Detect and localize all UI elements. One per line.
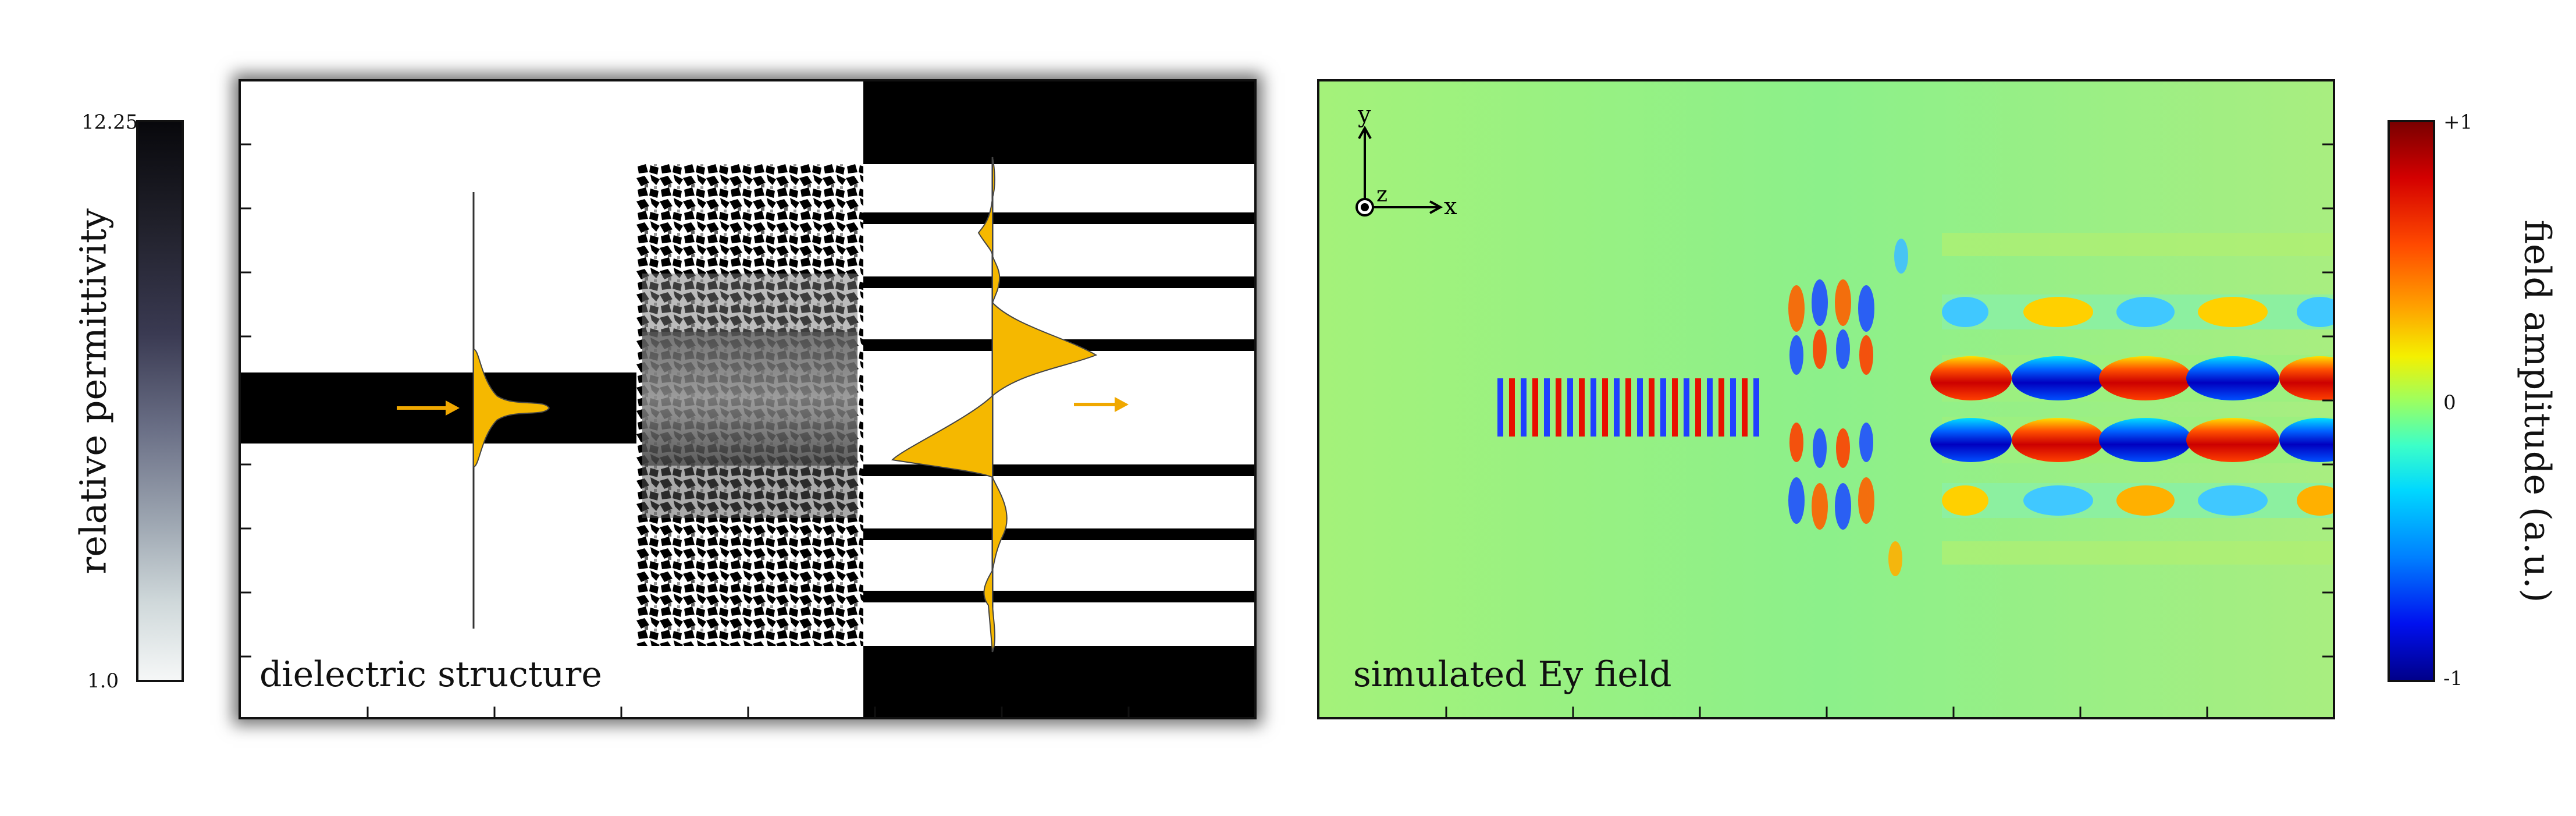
axis-z-label: z [1376, 183, 1387, 207]
output-mode-lobes [1930, 233, 2333, 565]
field-max-label: +1 [2443, 111, 2473, 134]
upper-cladding [863, 81, 1254, 164]
field-mid-label: 0 [2443, 391, 2456, 414]
output-waveguide-array [863, 212, 1254, 602]
permittivity-colorbar [136, 120, 184, 682]
permittivity-max-label: 12.25 [81, 111, 138, 134]
simulated-field-plot: y x z [1319, 81, 2333, 717]
axis-x-label: x [1444, 193, 1457, 220]
field-amplitude-colorbar [2388, 120, 2435, 682]
field-min-label: -1 [2443, 667, 2463, 690]
field-frame-ticks [1445, 143, 2333, 717]
design-region-field [1788, 239, 1908, 576]
input-arrow-icon [397, 400, 460, 416]
simulated-field-panel: y x z [1317, 79, 2335, 719]
field-axis-title: field amplitude (a.u.) [2516, 219, 2559, 603]
axis-y-label: y [1357, 101, 1371, 128]
dielectric-structure-panel [239, 79, 1257, 719]
lower-cladding [863, 646, 1254, 717]
input-mode-profile [473, 348, 550, 468]
input-wave-fringes [1497, 378, 1759, 437]
simulated-field-caption: simulated Ey field [1353, 654, 1672, 695]
output-arrow-icon [1074, 397, 1129, 412]
permittivity-axis-title: relative permittivity [72, 208, 115, 574]
output-mode-profile [891, 157, 1098, 652]
dielectric-frame-ticks [241, 143, 1130, 717]
dielectric-structure-plot [241, 81, 1254, 717]
axes-triad-icon [1355, 125, 1443, 217]
permittivity-min-label: 1.0 [87, 669, 119, 693]
dielectric-structure-caption: dielectric structure [259, 654, 602, 695]
